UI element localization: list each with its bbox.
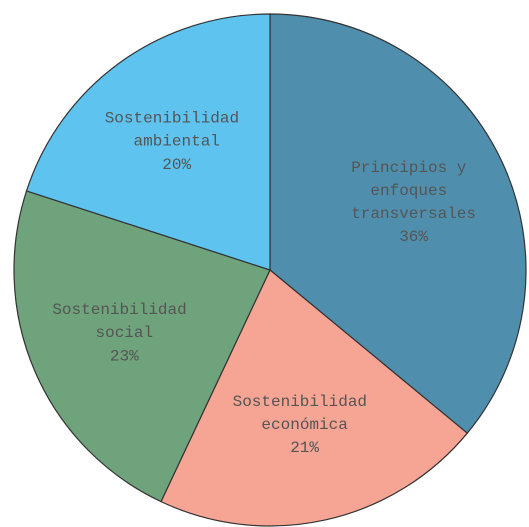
value-label: 23% [110,347,139,365]
value-label: 20% [162,156,191,174]
label-line: Principios y [351,159,476,177]
value-label: 36% [399,228,428,246]
pie-slice [269,13,527,435]
label-line: social [96,324,154,342]
label-line: económica [261,416,348,434]
pie-slice [160,269,469,527]
label-line: Sostenibilidad [105,110,249,128]
label-line: Sostenibilidad [233,393,377,411]
slice-label: Sostenibilidad ambiental [105,110,249,151]
pie-slice [13,190,271,503]
pie-slice [25,13,271,271]
slice-label: Sostenibilidad social [52,301,196,342]
slice-label: Sostenibilidad económica [233,393,377,434]
label-line: transversales [351,205,476,223]
slice-label: Principios y enfoques transversales [351,159,476,223]
label-line: enfoques [370,182,456,200]
label-line: ambiental [133,133,219,151]
label-line: Sostenibilidad [52,301,196,319]
value-label: 21% [290,439,319,457]
